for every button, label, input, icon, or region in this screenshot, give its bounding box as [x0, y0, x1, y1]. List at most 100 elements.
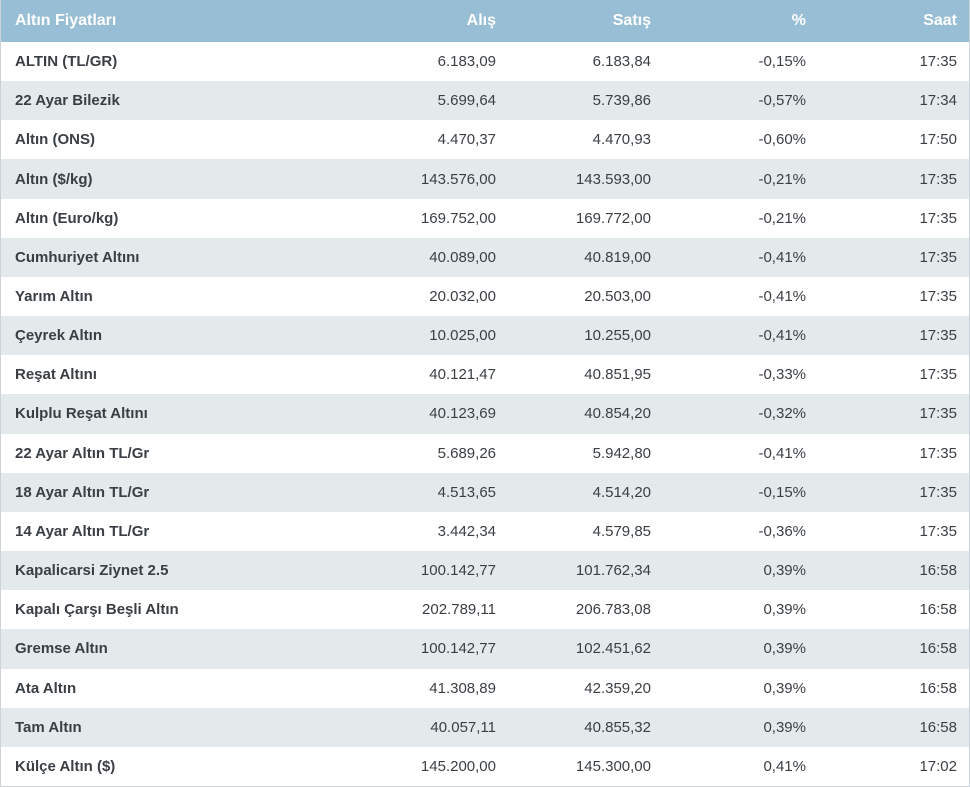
- change-percent: -0,15%: [758, 53, 806, 71]
- table-header-row: Altın Fiyatları Alış Satış % Saat: [1, 0, 969, 42]
- instrument-name: Kulplu Reşat Altını: [15, 405, 148, 423]
- table-row[interactable]: Kapalicarsi Ziynet 2.5 100.142,77 101.76…: [1, 551, 969, 591]
- buy-price: 5.689,26: [437, 444, 496, 462]
- sell-price: 40.819,00: [584, 248, 651, 266]
- table-row[interactable]: Cumhuriyet Altını 40.089,00 40.819,00 -0…: [1, 237, 969, 277]
- table-row[interactable]: Altın (ONS) 4.470,37 4.470,93 -0,60% 17:…: [1, 120, 969, 160]
- change-percent: -0,21%: [758, 170, 806, 188]
- update-time: 17:35: [919, 405, 957, 423]
- buy-price: 4.513,65: [437, 483, 496, 501]
- update-time: 16:58: [919, 562, 957, 580]
- buy-price: 145.200,00: [420, 757, 496, 775]
- sell-price: 5.942,80: [592, 444, 651, 462]
- sell-price: 40.851,95: [584, 366, 651, 384]
- sell-price: 4.470,93: [592, 131, 651, 149]
- buy-price: 41.308,89: [429, 679, 496, 697]
- instrument-name: 22 Ayar Bilezik: [15, 92, 120, 110]
- sell-price: 169.772,00: [575, 209, 651, 227]
- change-percent: -0,60%: [758, 131, 806, 149]
- table-row[interactable]: 22 Ayar Altın TL/Gr 5.689,26 5.942,80 -0…: [1, 433, 969, 473]
- change-percent: 0,39%: [763, 562, 806, 580]
- buy-price: 100.142,77: [420, 640, 496, 658]
- instrument-name: Altın (ONS): [15, 131, 95, 149]
- change-percent: -0,41%: [758, 288, 806, 306]
- instrument-name: Yarım Altın: [15, 288, 93, 306]
- buy-price: 143.576,00: [420, 170, 496, 188]
- instrument-name: Altın ($/kg): [15, 170, 93, 188]
- update-time: 17:34: [919, 92, 957, 110]
- update-time: 17:35: [919, 444, 957, 462]
- buy-price: 3.442,34: [437, 522, 496, 540]
- sell-price: 4.514,20: [592, 483, 651, 501]
- table-row[interactable]: Altın (Euro/kg) 169.752,00 169.772,00 -0…: [1, 198, 969, 238]
- sell-price: 42.359,20: [584, 679, 651, 697]
- instrument-name: Çeyrek Altın: [15, 327, 102, 345]
- update-time: 17:35: [919, 53, 957, 71]
- instrument-name: Gremse Altın: [15, 640, 108, 658]
- change-percent: 0,39%: [763, 601, 806, 619]
- change-percent: 0,39%: [763, 640, 806, 658]
- update-time: 16:58: [919, 640, 957, 658]
- update-time: 17:50: [919, 131, 957, 149]
- table-row[interactable]: Reşat Altını 40.121,47 40.851,95 -0,33% …: [1, 355, 969, 395]
- update-time: 17:35: [919, 209, 957, 227]
- column-header-time: Saat: [923, 12, 957, 29]
- table-row[interactable]: Altın ($/kg) 143.576,00 143.593,00 -0,21…: [1, 159, 969, 199]
- instrument-name: 18 Ayar Altın TL/Gr: [15, 483, 150, 501]
- buy-price: 202.789,11: [422, 601, 496, 619]
- sell-price: 40.854,20: [584, 405, 651, 423]
- column-header-buy: Alış: [466, 12, 496, 29]
- table-row[interactable]: 22 Ayar Bilezik 5.699,64 5.739,86 -0,57%…: [1, 81, 969, 121]
- buy-price: 10.025,00: [429, 327, 496, 345]
- change-percent: -0,57%: [758, 92, 806, 110]
- instrument-name: ALTIN (TL/GR): [15, 53, 118, 71]
- table-row[interactable]: Külçe Altın ($) 145.200,00 145.300,00 0,…: [1, 746, 969, 786]
- sell-price: 143.593,00: [575, 170, 651, 188]
- buy-price: 100.142,77: [420, 562, 496, 580]
- buy-price: 40.121,47: [429, 366, 496, 384]
- update-time: 17:35: [919, 248, 957, 266]
- sell-price: 6.183,84: [592, 53, 651, 71]
- sell-price: 4.579,85: [592, 522, 651, 540]
- table-row[interactable]: ALTIN (TL/GR) 6.183,09 6.183,84 -0,15% 1…: [1, 42, 969, 82]
- sell-price: 10.255,00: [584, 327, 651, 345]
- instrument-name: Kapalı Çarşı Beşli Altın: [15, 601, 179, 619]
- sell-price: 145.300,00: [575, 757, 651, 775]
- update-time: 16:58: [919, 601, 957, 619]
- table-row[interactable]: Gremse Altın 100.142,77 102.451,62 0,39%…: [1, 629, 969, 669]
- table-row[interactable]: Ata Altın 41.308,89 42.359,20 0,39% 16:5…: [1, 668, 969, 708]
- sell-price: 40.855,32: [584, 718, 651, 736]
- update-time: 17:35: [919, 483, 957, 501]
- instrument-name: 22 Ayar Altın TL/Gr: [15, 444, 150, 462]
- buy-price: 169.752,00: [420, 209, 496, 227]
- table-row[interactable]: Kapalı Çarşı Beşli Altın 202.789,11 206.…: [1, 590, 969, 630]
- update-time: 16:58: [919, 718, 957, 736]
- instrument-name: Cumhuriyet Altını: [15, 248, 140, 266]
- table-row[interactable]: 14 Ayar Altın TL/Gr 3.442,34 4.579,85 -0…: [1, 511, 969, 552]
- update-time: 17:35: [919, 522, 957, 540]
- table-row[interactable]: Çeyrek Altın 10.025,00 10.255,00 -0,41% …: [1, 316, 969, 356]
- table-row[interactable]: Tam Altın 40.057,11 40.855,32 0,39% 16:5…: [1, 707, 969, 747]
- instrument-name: 14 Ayar Altın TL/Gr: [15, 522, 150, 540]
- update-time: 17:35: [919, 288, 957, 306]
- buy-price: 40.089,00: [429, 248, 496, 266]
- table-row[interactable]: Kulplu Reşat Altını 40.123,69 40.854,20 …: [1, 394, 969, 434]
- change-percent: -0,41%: [758, 444, 806, 462]
- sell-price: 20.503,00: [584, 288, 651, 306]
- change-percent: 0,39%: [763, 679, 806, 697]
- column-header-sell: Satış: [612, 12, 651, 29]
- update-time: 17:35: [919, 327, 957, 345]
- instrument-name: Külçe Altın ($): [15, 757, 116, 775]
- instrument-name: Tam Altın: [15, 718, 82, 736]
- change-percent: -0,36%: [758, 522, 806, 540]
- table-row[interactable]: 18 Ayar Altın TL/Gr 4.513,65 4.514,20 -0…: [1, 472, 969, 512]
- sell-price: 206.783,08: [575, 601, 651, 619]
- instrument-name: Reşat Altını: [15, 366, 97, 384]
- change-percent: -0,32%: [758, 405, 806, 423]
- table-row[interactable]: Yarım Altın 20.032,00 20.503,00 -0,41% 1…: [1, 276, 969, 317]
- change-percent: -0,15%: [758, 483, 806, 501]
- update-time: 16:58: [919, 679, 957, 697]
- sell-price: 5.739,86: [592, 92, 651, 110]
- column-header-title: Altın Fiyatları: [15, 12, 117, 29]
- sell-price: 101.762,34: [575, 562, 651, 580]
